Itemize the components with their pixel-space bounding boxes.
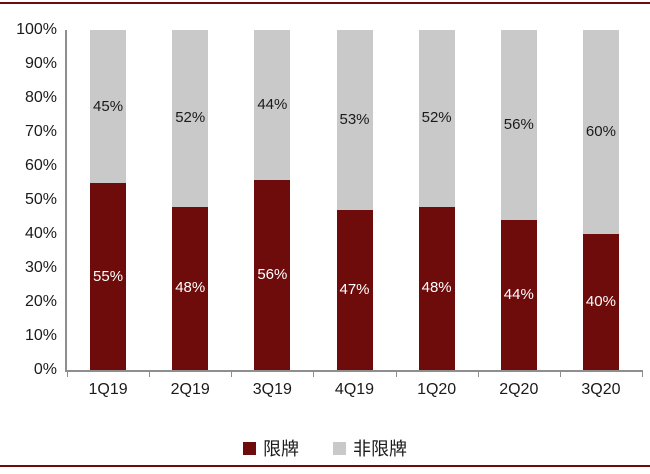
legend-label: 限牌	[263, 439, 299, 460]
y-axis-tick-label: 40%	[24, 225, 57, 242]
chart-legend: 限牌 非限牌	[0, 435, 650, 461]
y-axis-tick-label: 0%	[33, 361, 57, 378]
x-axis-tick-mark	[395, 372, 397, 377]
bar-segment-限牌	[172, 206, 209, 370]
y-axis-tick-label: 90%	[24, 55, 57, 72]
data-label-非限牌: 52%	[175, 109, 206, 127]
x-axis-tick-mark	[313, 372, 315, 377]
x-axis-tick-mark	[67, 372, 68, 377]
y-axis-tick-label: 60%	[24, 157, 57, 174]
bar-segment-限牌	[90, 183, 127, 370]
data-label-限牌: 55%	[93, 267, 124, 285]
bar-segment-非限牌	[500, 30, 537, 221]
x-axis-tick-mark	[642, 372, 643, 377]
bar-segment-限牌	[254, 179, 291, 370]
x-axis-tick-mark	[231, 372, 233, 377]
x-axis-category-label: 3Q20	[581, 381, 621, 398]
data-label-限牌: 40%	[585, 293, 616, 310]
y-axis-line	[65, 30, 67, 372]
data-label-非限牌: 44%	[257, 95, 288, 113]
data-label-非限牌: 56%	[503, 116, 534, 134]
legend-item-限牌: 限牌	[243, 435, 299, 461]
data-label-非限牌: 52%	[421, 109, 452, 127]
x-axis-category-label: 1Q19	[88, 381, 128, 398]
y-axis-tick-label: 30%	[24, 259, 57, 276]
bar-segment-非限牌	[254, 30, 291, 180]
x-axis-tick-mark	[559, 372, 561, 377]
x-axis-tick-mark	[477, 372, 479, 377]
data-label-限牌: 44%	[503, 286, 534, 304]
x-axis-tick-mark	[149, 372, 151, 377]
y-axis-tick-label: 80%	[24, 89, 57, 106]
bar-segment-非限牌	[336, 30, 373, 211]
y-axis-tick-label: 70%	[24, 123, 57, 140]
data-label-限牌: 56%	[257, 265, 288, 283]
bar-segment-限牌	[336, 210, 373, 370]
data-label-限牌: 48%	[421, 279, 452, 297]
bar-segment-非限牌	[418, 30, 455, 207]
x-axis-category-label: 2Q20	[499, 381, 539, 398]
x-axis-category-label: 4Q19	[334, 381, 375, 398]
bar-segment-限牌	[418, 206, 455, 370]
x-axis-category-label: 2Q19	[170, 381, 210, 398]
data-label-限牌: 47%	[339, 281, 370, 299]
data-label-非限牌: 60%	[585, 123, 616, 140]
bar-segment-非限牌	[172, 30, 209, 207]
legend-label: 非限牌	[353, 439, 407, 460]
y-axis-tick-label: 50%	[24, 191, 57, 208]
bar-segment-非限牌	[90, 30, 127, 183]
data-label-非限牌: 53%	[339, 111, 370, 129]
legend-item-非限牌: 非限牌	[333, 435, 407, 461]
bar-segment-限牌	[500, 220, 537, 370]
y-axis-tick-label: 100%	[16, 21, 57, 38]
y-axis-tick-label: 10%	[24, 327, 57, 344]
x-axis-line	[65, 370, 643, 372]
data-label-非限牌: 45%	[93, 97, 124, 115]
bar-segment-限牌	[582, 234, 619, 370]
top-divider-rule	[0, 2, 650, 4]
legend-swatch-icon	[333, 441, 346, 455]
x-axis-category-label: 3Q19	[252, 381, 292, 398]
legend-swatch-icon	[243, 441, 256, 455]
x-axis-category-label: 1Q20	[417, 381, 457, 398]
bar-segment-非限牌	[582, 30, 619, 234]
y-axis-tick-label: 20%	[24, 293, 57, 310]
data-label-限牌: 48%	[175, 279, 206, 297]
bottom-divider-rule	[0, 465, 650, 467]
